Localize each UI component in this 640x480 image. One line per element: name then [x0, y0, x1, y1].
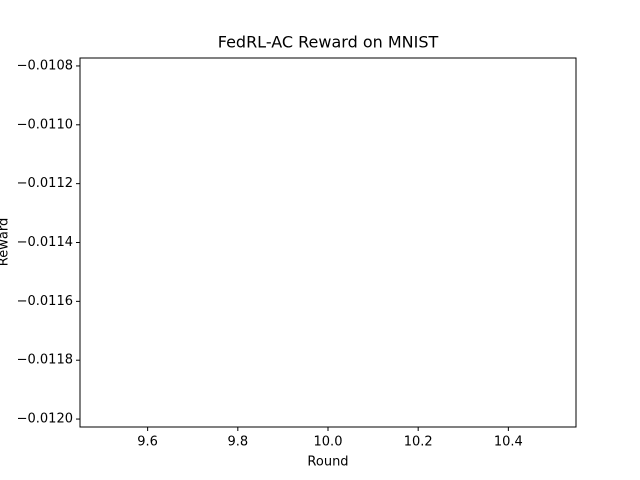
- x-tick-label: 9.8: [227, 435, 248, 450]
- x-tick-label: 10.0: [314, 435, 343, 450]
- x-axis-label: Round: [307, 455, 348, 470]
- y-tick-label: −0.0110: [17, 117, 73, 132]
- y-tick-label: −0.0118: [17, 353, 73, 368]
- y-tick-label: −0.0112: [17, 176, 73, 191]
- axes-frame: [79, 57, 577, 428]
- y-axis-label: Reward: [0, 218, 12, 266]
- x-tick-label: 9.6: [137, 435, 158, 450]
- y-tick-label: −0.0120: [17, 412, 73, 427]
- y-tick-label: −0.0114: [17, 235, 73, 250]
- y-tick-label: −0.0108: [17, 58, 73, 73]
- x-tick-label: 10.4: [494, 435, 523, 450]
- y-tick-label: −0.0116: [17, 294, 73, 309]
- chart-title: FedRL-AC Reward on MNIST: [218, 33, 439, 52]
- x-tick-label: 10.2: [404, 435, 433, 450]
